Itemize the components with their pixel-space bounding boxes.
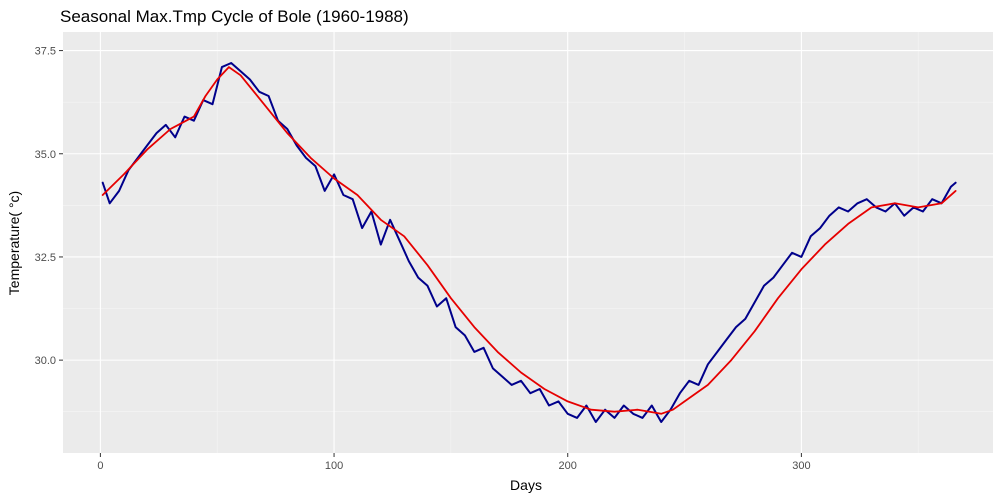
- smoothed-trend-line: [101, 66, 957, 415]
- x-axis-title: Days: [510, 477, 542, 493]
- x-tick-label: 0: [97, 460, 103, 472]
- x-tick-label: 200: [559, 460, 577, 472]
- chart-title: Seasonal Max.Tmp Cycle of Bole (1960-198…: [60, 7, 409, 26]
- x-tick-label: 300: [792, 460, 810, 472]
- series-layer: [101, 62, 957, 423]
- tick-labels: 0 100 200 300 30.0 32.5 35.0 37.5: [35, 46, 811, 472]
- plot-panel: [63, 32, 993, 453]
- y-tick-label: 30.0: [35, 355, 56, 367]
- y-tick-label: 35.0: [35, 149, 56, 161]
- daily-temperature-line: [101, 62, 957, 423]
- y-tick-label: 37.5: [35, 46, 56, 58]
- x-tick-label: 100: [325, 460, 343, 472]
- y-axis-title: Temperature( °c): [6, 191, 22, 295]
- y-tick-label: 32.5: [35, 252, 56, 264]
